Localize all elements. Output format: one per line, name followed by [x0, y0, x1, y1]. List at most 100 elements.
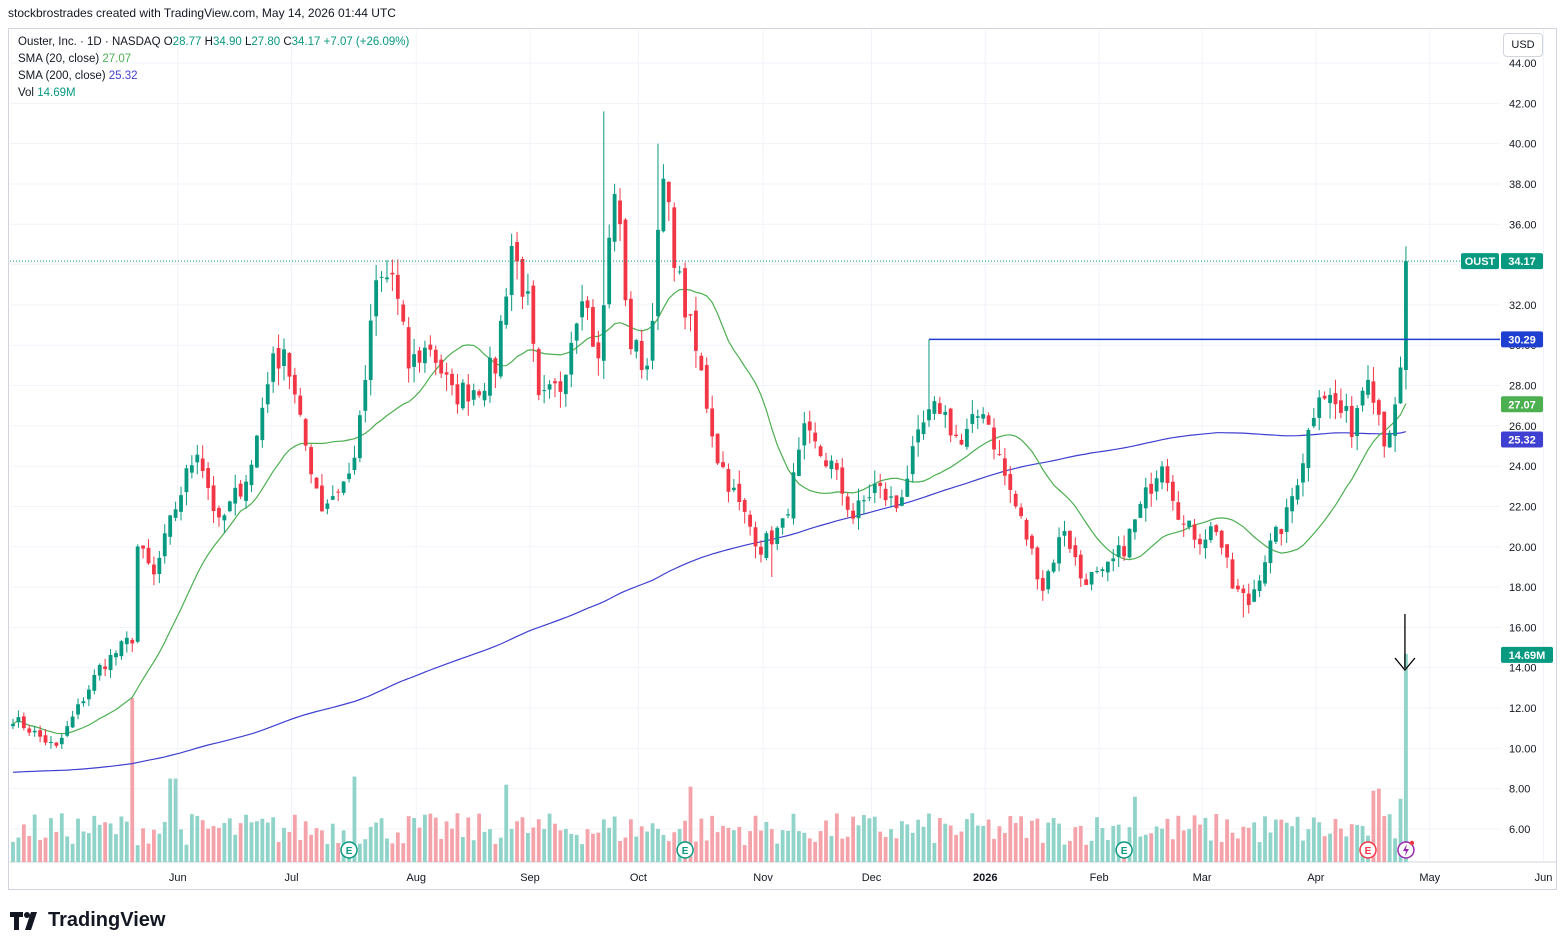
candle-body: [661, 178, 666, 232]
volume-bar: [320, 830, 324, 862]
legend-symbol-row: Ouster, Inc. · 1D · NASDAQ O28.77 H34.90…: [18, 34, 409, 51]
volume-bar: [1268, 832, 1273, 862]
volume-bar: [889, 829, 893, 862]
volume-bar: [1095, 817, 1099, 862]
candle-body: [482, 390, 487, 401]
candle-body: [867, 497, 872, 499]
volume-bar: [1387, 814, 1392, 862]
volume-bar: [694, 841, 698, 862]
candle-body: [775, 527, 780, 544]
candle-body: [325, 503, 330, 509]
currency-button[interactable]: USD: [1503, 33, 1543, 57]
candle-body: [460, 382, 465, 409]
candle-body: [352, 457, 357, 471]
candle-body: [943, 411, 948, 415]
x-tick-label: May: [1419, 872, 1440, 884]
candle-body: [834, 463, 839, 470]
grid: [10, 30, 1545, 862]
volume-bar: [943, 823, 948, 862]
candle-body: [1203, 539, 1208, 549]
volume-bar: [1181, 830, 1186, 862]
candle-body: [330, 496, 335, 500]
volume-bar: [385, 838, 389, 862]
candle-body: [1328, 394, 1332, 404]
volume-bar: [737, 826, 742, 862]
candle-body: [97, 664, 102, 676]
candle-body: [1333, 393, 1338, 405]
candle-body: [672, 207, 677, 268]
volume-bar: [114, 834, 118, 862]
sma200-path: [12, 431, 1407, 773]
candle-body: [704, 365, 709, 409]
candle-body: [298, 395, 303, 415]
candle-body: [1181, 523, 1186, 525]
candle-body: [244, 481, 248, 501]
candle-body: [797, 449, 801, 477]
volume-bar: [271, 817, 276, 862]
x-tick-label: 2026: [973, 872, 997, 884]
candle-body: [1246, 593, 1251, 606]
candle-body: [32, 730, 37, 733]
candle-body: [504, 296, 509, 325]
candle-body: [986, 415, 991, 425]
volume-bar: [1165, 818, 1170, 862]
candle-body: [699, 355, 704, 371]
volume-bar: [330, 823, 335, 862]
volume-bar: [840, 838, 845, 862]
x-tick-label: Aug: [406, 872, 426, 884]
volume-bar: [1040, 842, 1045, 862]
candle-body: [1257, 580, 1262, 592]
ohlc-open-label: O: [163, 36, 173, 48]
candle-body: [759, 546, 763, 555]
ohlc-close-label: C: [283, 36, 292, 48]
candle-body: [563, 374, 568, 395]
price-tag-value: 34.17: [1508, 256, 1536, 268]
volume-bar: [325, 844, 330, 862]
volume-bar: [179, 829, 183, 862]
volume-bar: [227, 818, 232, 862]
volume-bar: [173, 778, 178, 862]
candle-body: [656, 229, 660, 317]
candle-body: [168, 515, 173, 537]
candle-body: [959, 439, 964, 445]
volume-bar: [634, 836, 639, 862]
candle-body: [146, 547, 151, 564]
earnings-label: E: [346, 846, 353, 857]
candle-body: [981, 414, 986, 419]
candle-body: [807, 421, 812, 431]
candle-body: [233, 487, 238, 504]
volume-bar: [1002, 832, 1007, 862]
volume-bar: [374, 822, 379, 862]
candle-body: [466, 384, 471, 402]
volume-bar: [1355, 825, 1360, 862]
volume-bar: [249, 822, 254, 862]
volume-bar: [753, 815, 758, 862]
volume-bar: [672, 832, 677, 862]
lightning-icon: [1397, 840, 1415, 859]
candle-body: [628, 298, 633, 350]
volume-bar: [1143, 834, 1148, 862]
candle-body: [802, 423, 807, 446]
volume-bar: [1230, 832, 1235, 862]
volume-bar: [1089, 840, 1094, 862]
candle-body: [162, 533, 167, 557]
y-tick-label: 18.00: [1509, 582, 1537, 594]
candle-body: [1192, 524, 1197, 540]
volume-bar: [1349, 824, 1354, 862]
candle-body: [1046, 571, 1051, 590]
candle-body: [862, 500, 866, 502]
volume-bar: [596, 832, 601, 862]
candle-body: [623, 219, 628, 301]
sma200-tag: 25.32: [1501, 431, 1543, 448]
candle-body: [1040, 578, 1045, 591]
volume-bar: [38, 839, 42, 862]
volume-bar: [1046, 822, 1051, 862]
candle-body: [927, 409, 931, 421]
candle-body: [1073, 545, 1078, 558]
candle-body: [157, 557, 162, 574]
candle-body: [1057, 537, 1061, 564]
chart-frame: [8, 28, 1557, 890]
candle-body: [368, 320, 373, 381]
sma20-tag: 27.07: [1501, 396, 1543, 413]
